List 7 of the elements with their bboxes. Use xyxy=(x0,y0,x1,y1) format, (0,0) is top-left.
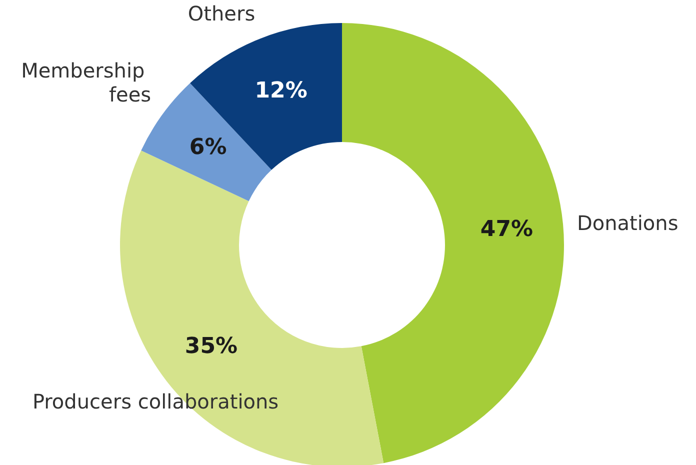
slice-label: Donations xyxy=(576,210,678,235)
data-label: 47% xyxy=(480,216,534,242)
slice-label: Membership fees xyxy=(21,58,152,106)
data-label: 6% xyxy=(189,135,227,160)
data-label: 35% xyxy=(184,334,238,359)
data-label: 12% xyxy=(254,78,308,104)
slice-label: Others xyxy=(188,2,256,26)
